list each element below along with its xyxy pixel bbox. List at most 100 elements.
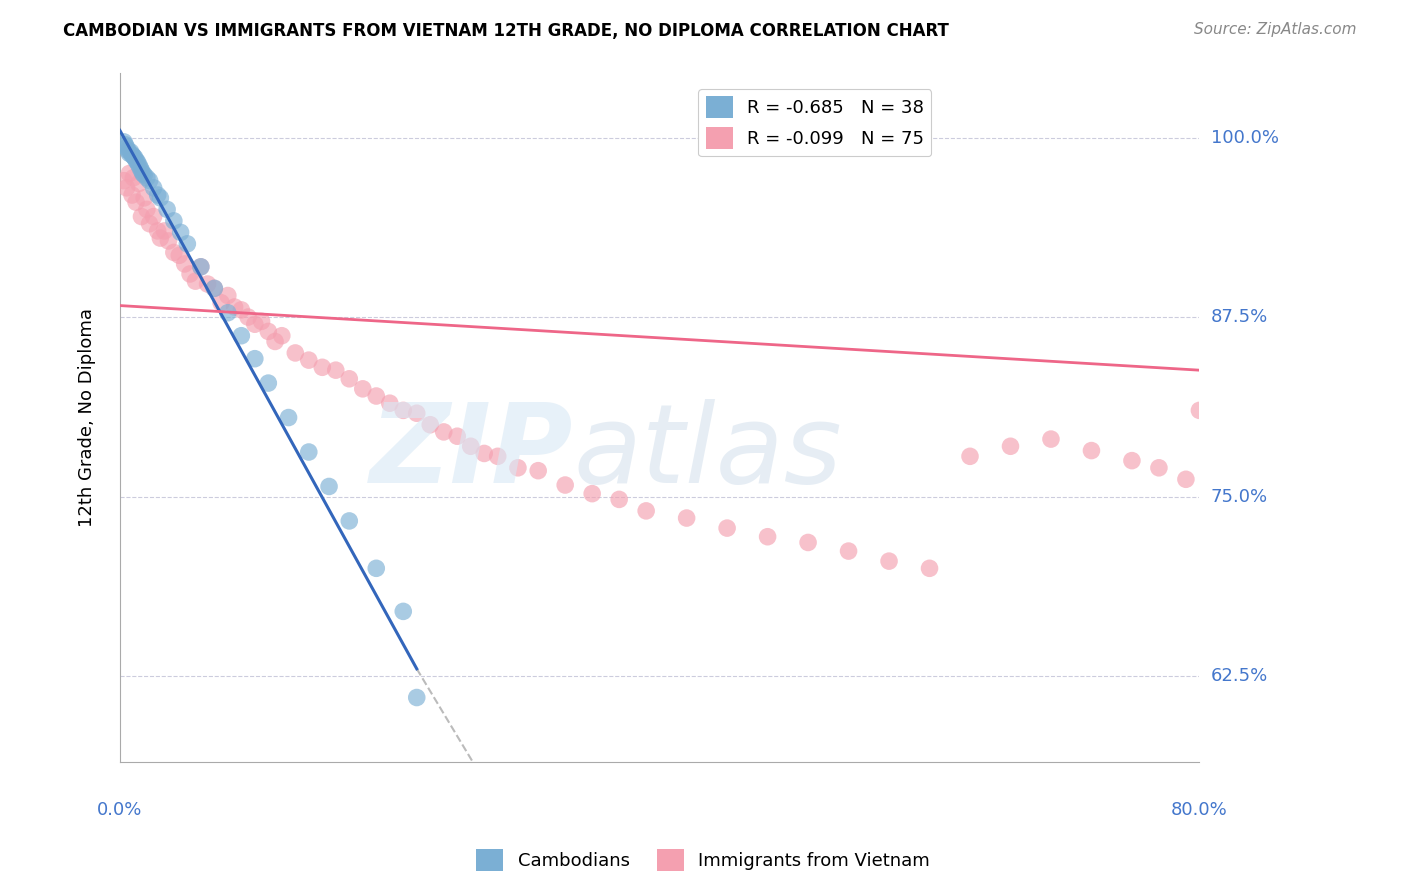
Point: [125, 153, 148, 168]
Text: CAMBODIAN VS IMMIGRANTS FROM VIETNAM 12TH GRADE, NO DIPLOMA CORRELATION CHART: CAMBODIAN VS IMMIGRANTS FROM VIETNAM 12T…: [63, 22, 949, 40]
Point: [202, 281, 225, 295]
Point: [325, 363, 347, 377]
Point: [138, 217, 160, 231]
Point: [163, 245, 186, 260]
Point: [122, 149, 145, 163]
Point: [118, 146, 141, 161]
Text: ZIP: ZIP: [370, 399, 574, 506]
Point: [797, 535, 820, 549]
Point: [129, 161, 152, 175]
Point: [115, 141, 138, 155]
Point: [131, 163, 153, 178]
Point: [179, 267, 201, 281]
Point: [146, 224, 169, 238]
Point: [392, 604, 415, 618]
Point: [1000, 439, 1022, 453]
Point: [115, 181, 138, 195]
Point: [128, 158, 150, 172]
Point: [134, 168, 156, 182]
Point: [135, 202, 157, 217]
Point: [134, 191, 156, 205]
Point: [157, 234, 180, 248]
Point: [636, 504, 658, 518]
Point: [1256, 432, 1278, 446]
Point: [446, 429, 468, 443]
Point: [378, 396, 401, 410]
Point: [127, 155, 149, 169]
Point: [121, 148, 143, 162]
Text: 0.0%: 0.0%: [97, 801, 142, 819]
Point: [197, 277, 219, 291]
Text: 62.5%: 62.5%: [1211, 667, 1268, 685]
Point: [121, 188, 143, 202]
Point: [959, 450, 981, 464]
Point: [243, 351, 266, 366]
Point: [138, 174, 160, 188]
Point: [156, 202, 179, 217]
Point: [581, 486, 603, 500]
Point: [257, 376, 280, 390]
Text: atlas: atlas: [574, 399, 842, 506]
Point: [243, 317, 266, 331]
Point: [117, 144, 139, 158]
Point: [877, 554, 900, 568]
Text: 100.0%: 100.0%: [1211, 128, 1278, 146]
Point: [122, 170, 145, 185]
Point: [169, 225, 191, 239]
Point: [392, 403, 415, 417]
Point: [257, 325, 280, 339]
Point: [184, 274, 207, 288]
Point: [311, 360, 333, 375]
Point: [506, 460, 529, 475]
Point: [231, 328, 253, 343]
Point: [298, 353, 321, 368]
Point: [163, 214, 186, 228]
Point: [149, 231, 172, 245]
Point: [167, 248, 190, 262]
Point: [675, 511, 697, 525]
Point: [264, 334, 287, 349]
Point: [472, 446, 495, 460]
Point: [366, 389, 388, 403]
Point: [118, 166, 141, 180]
Text: 80.0%: 80.0%: [1171, 801, 1227, 819]
Point: [142, 210, 165, 224]
Point: [135, 170, 157, 185]
Text: 75.0%: 75.0%: [1211, 488, 1268, 506]
Point: [1039, 432, 1062, 446]
Point: [176, 236, 198, 251]
Point: [173, 257, 195, 271]
Point: [142, 181, 165, 195]
Point: [918, 561, 941, 575]
Point: [1147, 460, 1170, 475]
Point: [190, 260, 212, 274]
Point: [366, 561, 388, 575]
Point: [318, 479, 340, 493]
Point: [337, 372, 360, 386]
Point: [716, 521, 738, 535]
Point: [124, 151, 146, 165]
Point: [405, 690, 427, 705]
Point: [433, 425, 456, 439]
Point: [125, 195, 148, 210]
Text: 87.5%: 87.5%: [1211, 308, 1268, 326]
Point: [554, 478, 576, 492]
Point: [236, 310, 259, 324]
Point: [337, 514, 360, 528]
Point: [1174, 472, 1197, 486]
Point: [112, 135, 135, 149]
Y-axis label: 12th Grade, No Diploma: 12th Grade, No Diploma: [79, 308, 96, 527]
Point: [270, 328, 292, 343]
Point: [190, 260, 212, 274]
Legend: Cambodians, Immigrants from Vietnam: Cambodians, Immigrants from Vietnam: [468, 842, 938, 879]
Text: Source: ZipAtlas.com: Source: ZipAtlas.com: [1194, 22, 1357, 37]
Point: [460, 439, 482, 453]
Point: [112, 174, 135, 188]
Legend: R = -0.685   N = 38, R = -0.099   N = 75: R = -0.685 N = 38, R = -0.099 N = 75: [699, 89, 931, 156]
Point: [128, 177, 150, 191]
Point: [202, 281, 225, 295]
Point: [298, 445, 321, 459]
Point: [527, 464, 550, 478]
Point: [146, 188, 169, 202]
Point: [231, 302, 253, 317]
